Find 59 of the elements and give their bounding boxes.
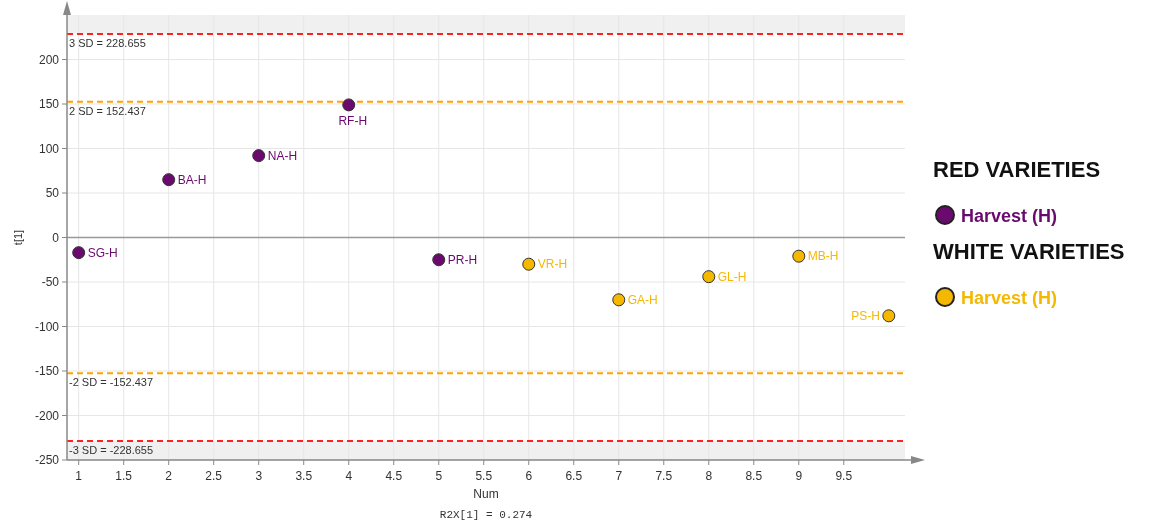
point xyxy=(702,270,716,284)
y-tick-label: -100 xyxy=(34,319,60,334)
y-tick-label: 100 xyxy=(38,141,60,156)
ref-line-label: -3 SD = -228.655 xyxy=(69,444,154,456)
legend-label: Harvest (H) xyxy=(961,206,1058,226)
ref-line-label: 3 SD = 228.655 xyxy=(69,37,146,49)
text: RED VARIETIES xyxy=(933,157,1101,182)
point xyxy=(522,257,536,271)
legend-label: Harvest (H) xyxy=(961,288,1058,308)
annotation: MB-H xyxy=(807,249,839,264)
x-tick-label: 4 xyxy=(345,469,353,483)
y-tick-label: 0 xyxy=(52,230,60,245)
y-tick-label: 200 xyxy=(38,52,60,67)
annotation: GL-H xyxy=(717,269,747,284)
y-axis-title: t[1] xyxy=(12,229,24,246)
x-tick-label: 8.5 xyxy=(745,469,763,483)
x-tick-label: 3.5 xyxy=(295,469,313,483)
annotation: BA-H xyxy=(177,172,207,187)
y-tick-label: -50 xyxy=(41,275,60,289)
x-tick-label: 1.5 xyxy=(115,469,133,483)
x-tick-label: 3 xyxy=(255,469,263,483)
point xyxy=(432,253,446,267)
text: R2X[1] = 0.274 xyxy=(439,509,533,521)
x-tick-label: 1 xyxy=(75,469,83,483)
x-tick-label: 5.5 xyxy=(475,469,493,483)
y-tick-label: 50 xyxy=(45,186,60,200)
annotation: PS-H xyxy=(851,308,880,323)
x-tick-label: 6 xyxy=(525,469,533,483)
x-tick-label: 6.5 xyxy=(565,469,583,483)
y-tick-label: -150 xyxy=(34,364,60,378)
point xyxy=(792,249,806,263)
x-tick-label: 2 xyxy=(165,469,173,483)
x-tick-label: 9.5 xyxy=(835,469,853,483)
x-tick-label: 4.5 xyxy=(385,469,403,483)
ref-line-label: -2 SD = -152.437 xyxy=(69,376,154,389)
y-tick-label: -250 xyxy=(34,453,60,467)
annotation: SG-H xyxy=(87,245,118,260)
x-tick-label: 9 xyxy=(795,469,803,483)
x-tick-label: 8 xyxy=(705,469,713,483)
point xyxy=(162,173,176,187)
x-axis-title: Num xyxy=(473,487,499,501)
text: WHITE VARIETIES xyxy=(933,239,1125,264)
ref-line-label: 2 SD = 152.437 xyxy=(69,104,146,117)
point xyxy=(882,309,896,323)
x-tick-label: 5 xyxy=(435,469,443,483)
point xyxy=(342,98,356,112)
y-tick-label: -200 xyxy=(34,408,60,423)
annotation: GA-H xyxy=(627,292,658,307)
annotation: PR-H xyxy=(447,252,478,267)
x-tick-label: 2.5 xyxy=(205,469,223,483)
x-tick-label: 7 xyxy=(615,469,623,483)
x-tick-label: 7.5 xyxy=(655,469,673,483)
annotation: RF-H xyxy=(338,113,368,128)
y-tick-label: 150 xyxy=(38,97,60,111)
point xyxy=(612,293,626,307)
point xyxy=(252,149,266,163)
annotation: NA-H xyxy=(267,148,298,163)
annotation: VR-H xyxy=(537,257,568,272)
point xyxy=(72,246,86,260)
